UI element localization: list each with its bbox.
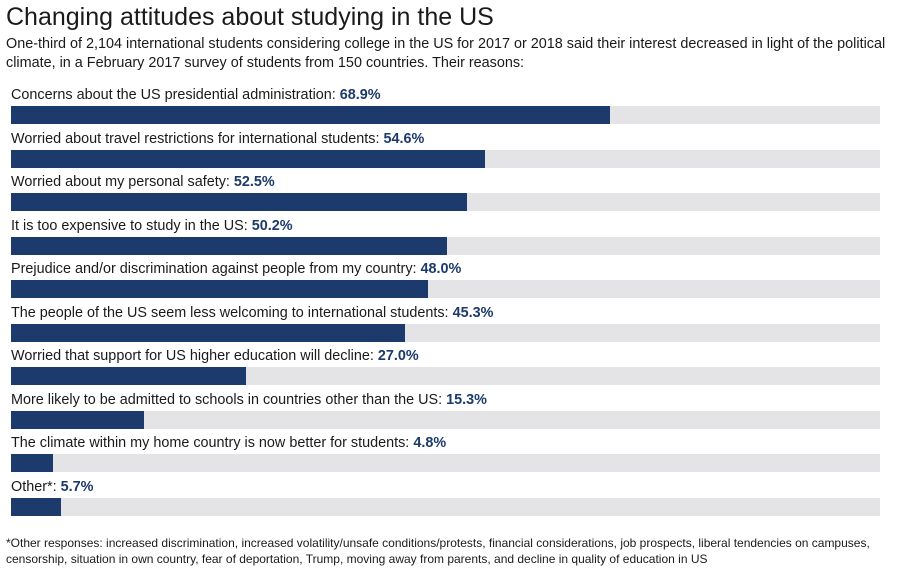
bar-track [11,236,880,255]
value-label: 27.0% [377,348,419,364]
bar-label: It is too expensive to study in the US: … [11,217,293,235]
bar-row: Prejudice and/or discrimination against … [11,260,880,300]
bar [11,497,61,516]
bar-label: Other*: 5.7% [11,478,93,496]
bar-track [11,410,880,429]
category-label: Worried about my personal safety: [11,174,234,190]
bar [11,149,486,168]
category-label: The climate within my home country is no… [11,435,414,451]
value-label: 68.9% [339,87,381,103]
bar-row: More likely to be admitted to schools in… [11,391,880,431]
bar-row: Worried that support for US higher educa… [11,347,880,387]
bar-label: Concerns about the US presidential admin… [11,86,381,104]
value-label: 4.8% [413,435,447,451]
bar-label: Worried about my personal safety: 52.5% [11,173,275,191]
category-label: It is too expensive to study in the US: [11,217,252,234]
bar [11,106,610,124]
bar-label: The climate within my home country is no… [11,434,446,452]
bar [11,193,468,211]
category-label: Other*: [11,478,61,495]
chart-subtitle: One-third of 2,104 international student… [6,36,886,71]
category-label: Concerns about the US presidential admin… [11,87,340,103]
bar-track [11,367,880,385]
category-label: More likely to be admitted to schools in… [11,391,447,408]
value-label: 48.0% [420,261,462,277]
bar-track [11,323,880,342]
bar [11,323,405,342]
value-label: 50.2% [251,217,293,234]
bar [11,236,448,255]
bar [11,410,144,429]
bar-row: Worried about travel restrictions for in… [11,130,880,170]
bar-track [11,149,880,168]
bar-label: More likely to be admitted to schools in… [11,391,487,409]
bar-row: Other*: 5.7% [11,478,880,518]
bar-label: Worried that support for US higher educa… [11,347,419,365]
bar-track [11,497,880,516]
category-label: Worried that support for US higher educa… [11,348,378,364]
bar [11,280,429,298]
footnote: *Other responses: increased discriminati… [6,536,870,566]
category-label: Prejudice and/or discrimination against … [11,261,421,277]
bar-row: The climate within my home country is no… [11,434,880,474]
value-label: 15.3% [446,391,487,408]
value-label: 54.6% [383,130,425,147]
bar-track [11,454,880,472]
bar [11,367,246,385]
bar-row: It is too expensive to study in the US: … [11,217,880,257]
value-label: 52.5% [233,174,275,190]
bar-row: Concerns about the US presidential admin… [11,86,880,126]
bar-label: The people of the US seem less welcoming… [11,304,493,322]
bar-label: Prejudice and/or discrimination against … [11,260,461,278]
bar-label: Worried about travel restrictions for in… [11,130,424,148]
bar-track [11,106,880,124]
bar-track [11,193,880,211]
bar-row: Worried about my personal safety: 52.5% [11,173,880,213]
value-label: 45.3% [452,304,494,321]
value-label: 5.7% [60,478,94,495]
bar-row: The people of the US seem less welcoming… [11,304,880,344]
bar-track [11,280,880,298]
category-label: Worried about travel restrictions for in… [11,130,384,147]
chart-title: Changing attitudes about studying in the… [6,3,494,31]
category-label: The people of the US seem less welcoming… [11,304,453,321]
bar [11,454,53,472]
